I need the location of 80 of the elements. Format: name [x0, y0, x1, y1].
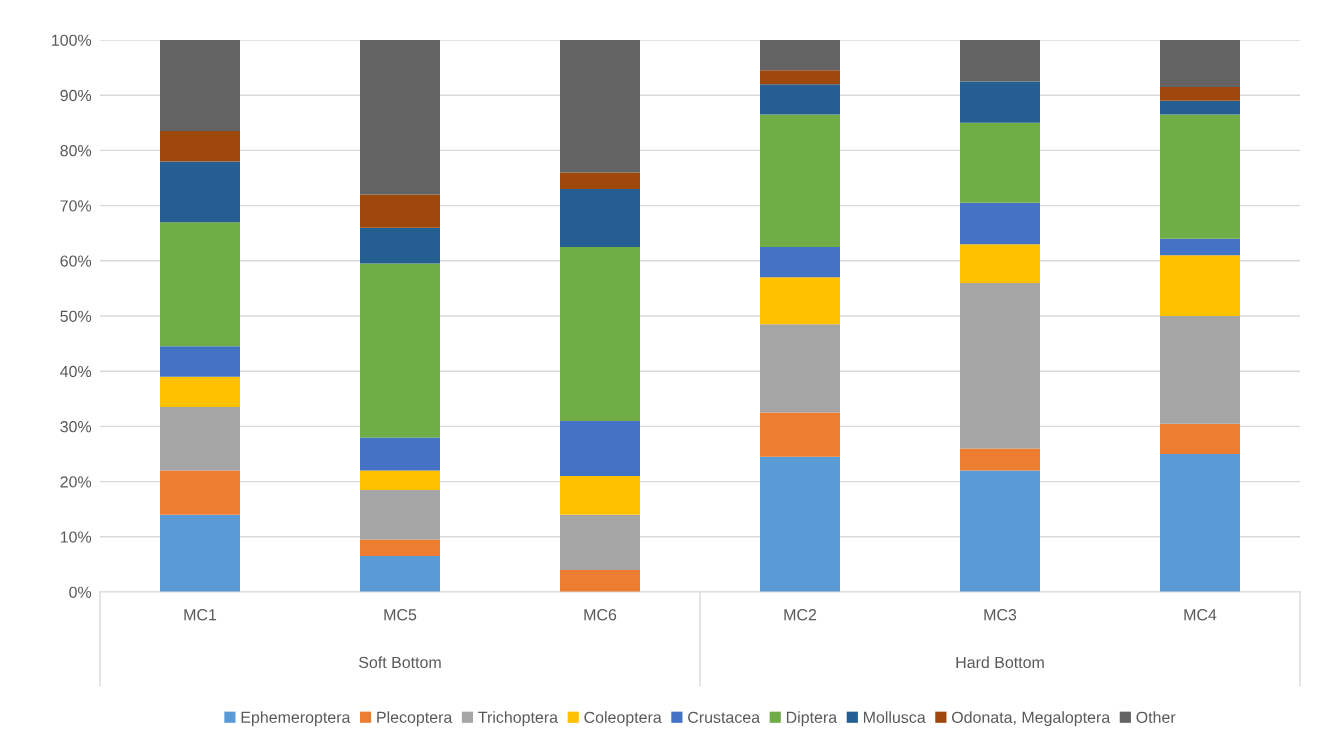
bar [760, 70, 840, 85]
y-tick-label: 50% [60, 310, 92, 322]
bar [560, 247, 640, 421]
y-tick-label: 80% [60, 145, 92, 157]
bar [760, 84, 840, 115]
y-tick-label: 60% [60, 255, 92, 267]
y-tick-label: 100% [52, 34, 92, 46]
bar [960, 448, 1040, 471]
bar [960, 470, 1040, 592]
bar [760, 412, 840, 457]
legend-label: Ephemeroptera [241, 711, 351, 727]
bar [360, 263, 440, 438]
bar [360, 470, 440, 490]
bar [760, 114, 840, 247]
bar [160, 376, 240, 408]
y-tick-label: 10% [60, 531, 92, 543]
y-tick-label: 0% [69, 586, 92, 598]
bar [1160, 114, 1240, 239]
bar [1160, 238, 1240, 256]
y-tick-label: 40% [60, 365, 92, 378]
legend-label: Crustacea [688, 711, 761, 723]
bar [560, 172, 640, 190]
y-tick-label: 20% [60, 476, 92, 488]
legend-label: Diptera [786, 711, 838, 727]
legend-label: Plecoptera [377, 711, 453, 727]
bar [160, 222, 240, 347]
bar [360, 539, 440, 557]
bar [560, 569, 640, 592]
legend-label: Coleoptera [584, 711, 662, 727]
bar [760, 247, 840, 278]
y-tick-label: 30% [60, 421, 92, 433]
bar [360, 489, 440, 540]
x-tick-label: MC4 [1184, 609, 1217, 621]
bar [960, 202, 1040, 245]
bar [960, 244, 1040, 283]
bar [560, 189, 640, 247]
x-tick-label: MC6 [584, 609, 617, 621]
legend-label: Odonata, Megaloptera [952, 711, 1111, 727]
bar [1160, 423, 1240, 454]
bar [760, 40, 840, 71]
legend-label: Mollusca [863, 711, 926, 723]
bar [160, 514, 240, 592]
bar [360, 40, 440, 195]
text: Soft Bottom [359, 656, 441, 669]
y-tick-label: 70% [60, 200, 92, 212]
bar [760, 277, 840, 325]
bar [1160, 100, 1240, 115]
bar [360, 556, 440, 592]
bar [760, 456, 840, 592]
bar [560, 514, 640, 570]
bar [960, 122, 1040, 203]
bar [360, 227, 440, 264]
bar [160, 161, 240, 223]
bar [960, 40, 1040, 82]
legend-label: Trichoptera [478, 711, 559, 727]
bar [360, 194, 440, 228]
text: Hard Bottom [956, 656, 1044, 669]
bar [160, 131, 240, 162]
bar [1160, 255, 1240, 316]
bar [960, 81, 1040, 123]
bar [560, 476, 640, 515]
bar [1160, 40, 1240, 87]
legend-label: Other [1136, 711, 1176, 723]
bar [560, 420, 640, 477]
x-tick-label: MC3 [984, 609, 1017, 621]
x-tick-label: MC1 [184, 609, 217, 621]
bar [360, 437, 440, 471]
bar [1160, 316, 1240, 424]
bar [160, 346, 240, 377]
bar [160, 40, 240, 132]
bar [1160, 86, 1240, 101]
x-tick-label: MC5 [384, 609, 417, 621]
y-tick-label: 90% [60, 89, 92, 102]
bar [160, 470, 240, 515]
bar [760, 324, 840, 413]
bar [160, 407, 240, 471]
bar [560, 40, 640, 173]
bar [1160, 454, 1240, 592]
x-tick-label: MC2 [784, 609, 817, 621]
bar [960, 282, 1040, 449]
